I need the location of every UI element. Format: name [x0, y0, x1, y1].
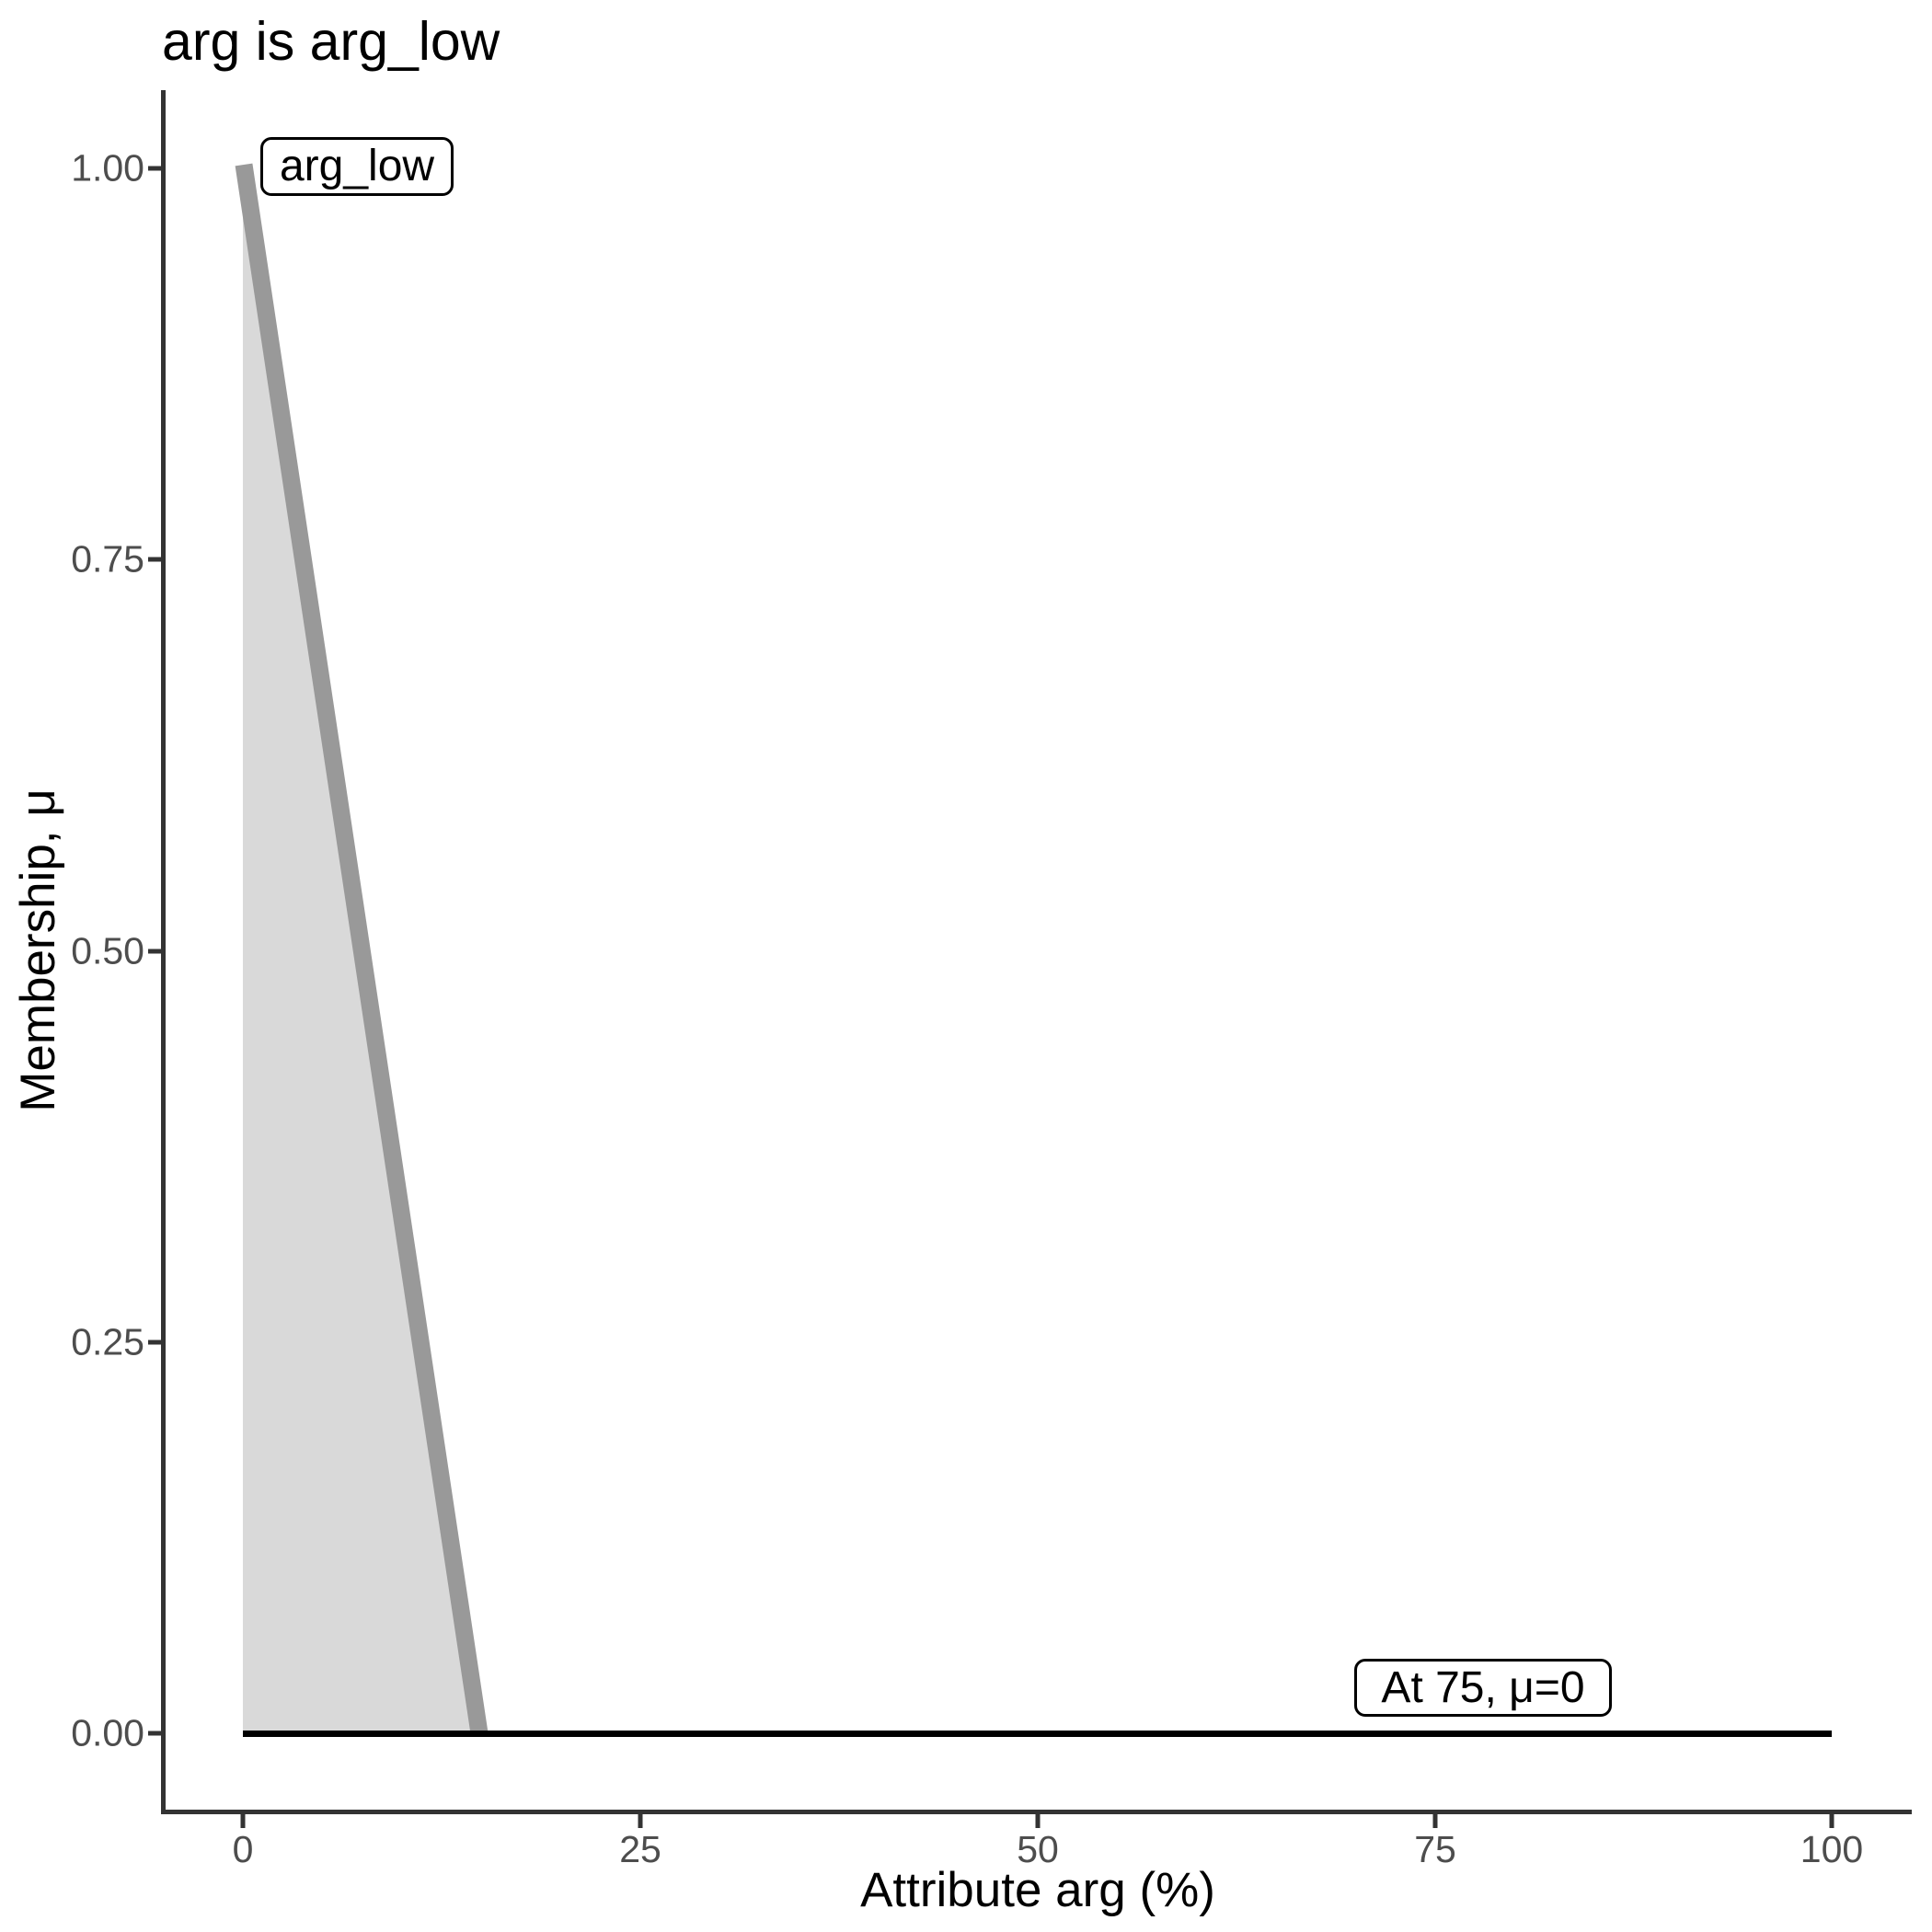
plot-title: arg is arg_low [162, 11, 500, 72]
membership-function-line [235, 163, 489, 1735]
annotation-arg-low-label: arg_low [260, 137, 454, 196]
y-tick-label-0.50: 0.50 [71, 929, 144, 972]
y-tick-label-0.25: 0.25 [71, 1320, 144, 1363]
x-tick-label-25: 25 [619, 1828, 661, 1870]
y-tick-label-0.75: 0.75 [71, 537, 144, 581]
x-tick-label-50: 50 [1017, 1828, 1059, 1870]
x-tick-label-100: 100 [1800, 1828, 1864, 1870]
x-axis-title: Attribute arg (%) [860, 1863, 1215, 1917]
annotation-at-75-mu-0-label: At 75, μ=0 [1354, 1659, 1612, 1717]
x-axis-ticks [240, 1812, 1834, 1828]
x-tick-label-75: 75 [1414, 1828, 1456, 1870]
x-tick-label-0: 0 [232, 1828, 254, 1870]
y-axis-ticks [148, 166, 163, 1736]
y-tick-label-1.00: 1.00 [71, 146, 144, 190]
y-axis-title: Membership, μ [10, 788, 65, 1112]
y-tick-label-0.00: 0.00 [71, 1711, 144, 1754]
